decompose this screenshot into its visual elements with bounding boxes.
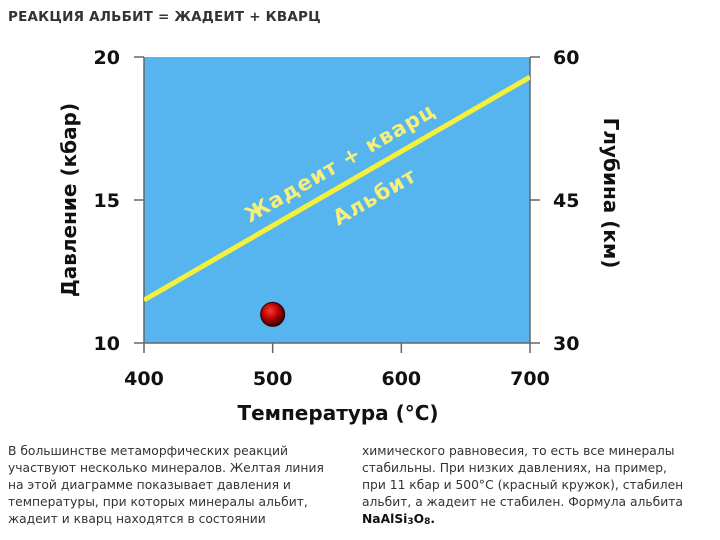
y-axis-left-title: Давление (кбар) — [57, 103, 81, 297]
caption-right: химического равновесия, то есть все мине… — [362, 443, 692, 531]
formula-subscript: 3 — [407, 517, 414, 527]
caption-right-text: химического равновесия, то есть все мине… — [362, 444, 684, 509]
y-right-tick-label: 60 — [553, 47, 579, 69]
y-axis-right-title: Глубина (км) — [599, 118, 623, 269]
y-left-tick-label: 15 — [94, 190, 120, 212]
tick-labels: 400 500 600 700 10 15 20 30 45 60 — [94, 47, 580, 390]
y-right-tick-label: 30 — [553, 333, 579, 355]
y-left-tick-label: 20 — [94, 47, 120, 69]
x-tick-label: 400 — [124, 368, 164, 390]
formula-part: NaAlSi — [362, 512, 408, 526]
plot-area — [144, 57, 530, 343]
y-left-tick-label: 10 — [94, 333, 120, 355]
equilibrium-line — [144, 74, 530, 303]
series — [144, 74, 530, 303]
formula-part: O — [413, 512, 425, 526]
x-tick-label: 500 — [253, 368, 293, 390]
slide-title: РЕАКЦИЯ АЛЬБИТ = ЖАДЕИТ + КВАРЦ — [8, 9, 321, 25]
formula-end: . — [430, 512, 436, 526]
x-tick-label: 700 — [510, 368, 550, 390]
data-point-red-circle — [260, 301, 286, 327]
caption-left: В большинстве метаморфических реакций уч… — [8, 444, 324, 526]
x-tick-label: 600 — [381, 368, 421, 390]
albite-formula: NaAlSi3O8. — [362, 512, 436, 527]
y-right-tick-label: 45 — [553, 190, 579, 212]
points — [260, 301, 286, 327]
formula-subscript: 8 — [424, 517, 431, 527]
x-axis-title: Температура (°C) — [237, 401, 438, 425]
